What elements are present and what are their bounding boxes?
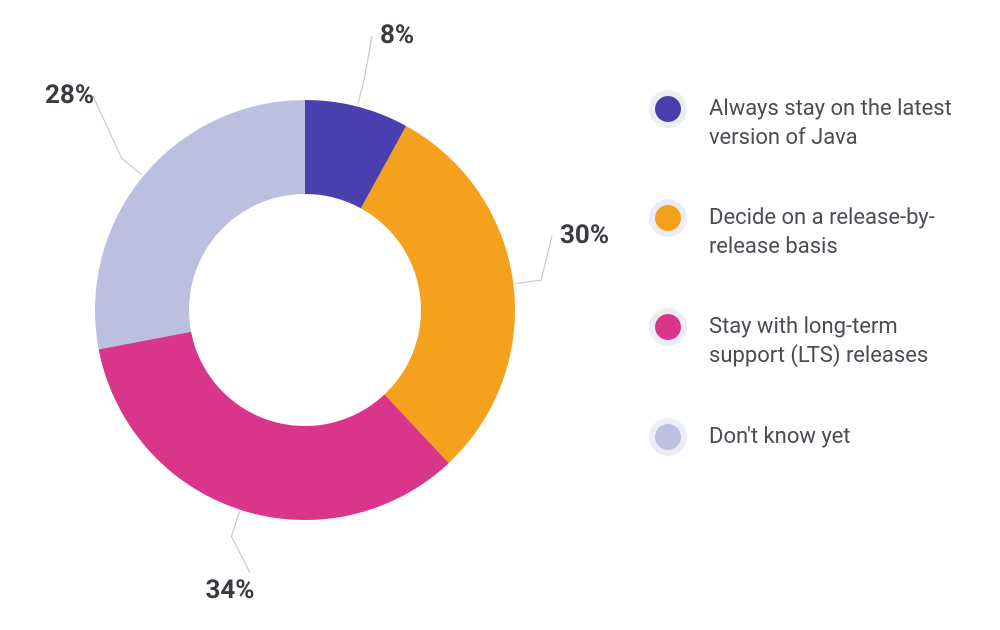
legend-swatch-unknown [655, 424, 681, 450]
pct-label-unknown: 28% [45, 80, 94, 110]
legend: Always stay on the latest version of Jav… [655, 95, 975, 451]
pct-label-release: 30% [560, 220, 609, 250]
legend-swatch-release [655, 205, 681, 231]
legend-item-release: Decide on a release-by-release basis [655, 204, 975, 261]
legend-item-lts: Stay with long-term support (LTS) releas… [655, 313, 975, 370]
legend-item-unknown: Don't know yet [655, 423, 975, 452]
pct-label-latest: 8% [380, 20, 414, 50]
leader-lts [231, 512, 250, 573]
pct-label-lts: 34% [205, 575, 254, 605]
legend-label-latest: Always stay on the latest version of Jav… [709, 95, 959, 152]
leader-unknown [93, 96, 142, 175]
leader-release [515, 236, 552, 283]
legend-item-latest: Always stay on the latest version of Jav… [655, 95, 975, 152]
legend-swatch-lts [655, 314, 681, 340]
legend-label-lts: Stay with long-term support (LTS) releas… [709, 313, 959, 370]
legend-label-unknown: Don't know yet [709, 423, 851, 452]
donut-chart: 8% 30% 34% 28% [0, 0, 640, 630]
donut-slice-unknown [95, 100, 305, 349]
legend-swatch-latest [655, 96, 681, 122]
donut-slice-lts [99, 332, 449, 520]
leader-latest [358, 36, 372, 105]
legend-label-release: Decide on a release-by-release basis [709, 204, 959, 261]
